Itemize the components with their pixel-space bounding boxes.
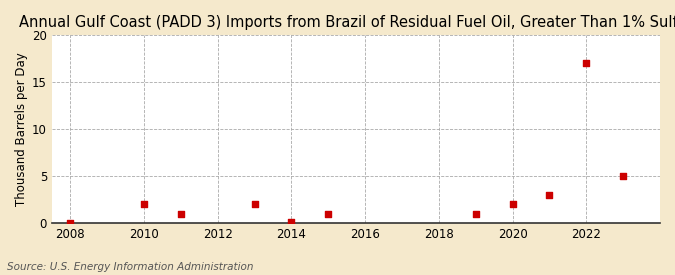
Text: Source: U.S. Energy Information Administration: Source: U.S. Energy Information Administ… <box>7 262 253 272</box>
Point <box>286 220 297 225</box>
Point <box>65 221 76 225</box>
Y-axis label: Thousand Barrels per Day: Thousand Barrels per Day <box>15 52 28 206</box>
Point <box>249 202 260 206</box>
Point <box>138 202 149 206</box>
Point <box>507 202 518 206</box>
Point <box>176 211 186 216</box>
Point <box>581 61 592 66</box>
Point <box>544 192 555 197</box>
Point <box>323 211 333 216</box>
Point <box>618 174 628 178</box>
Title: Annual Gulf Coast (PADD 3) Imports from Brazil of Residual Fuel Oil, Greater Tha: Annual Gulf Coast (PADD 3) Imports from … <box>19 15 675 30</box>
Point <box>470 211 481 216</box>
